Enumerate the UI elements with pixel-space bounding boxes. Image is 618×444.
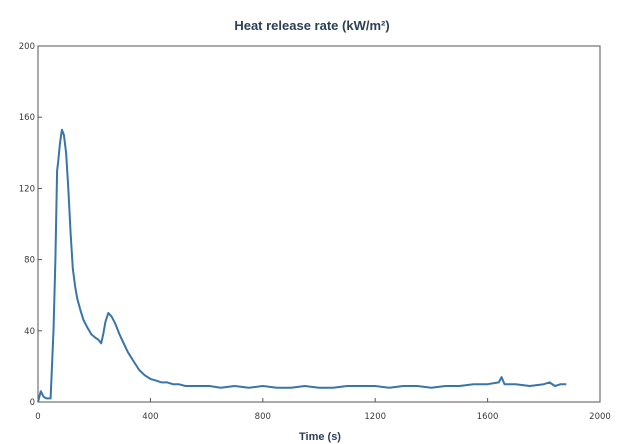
series-line-0	[37, 128, 567, 403]
y-tick-label: 200	[19, 42, 35, 52]
y-tick-label: 0	[30, 398, 35, 408]
y-tick-label: 160	[19, 113, 35, 123]
y-tick-label: 120	[19, 184, 35, 194]
series-layer	[37, 128, 567, 403]
chart-title: Heat release rate (kW/m²)	[234, 18, 389, 33]
plot-area-frame	[37, 45, 601, 403]
x-tick-label: 2000	[589, 412, 611, 422]
x-tick-label: 800	[255, 412, 271, 422]
x-tick-label: 400	[142, 412, 158, 422]
x-tick-label: 0	[35, 412, 40, 422]
x-axis-ticks: 0 400 800 1200 1600 2000	[35, 398, 611, 422]
x-tick-label: 1200	[364, 412, 386, 422]
x-tick-label: 1600	[477, 412, 499, 422]
x-axis-label: Time (s)	[299, 431, 341, 443]
y-axis-ticks: 0 40 80 120 160 200	[19, 42, 42, 408]
y-tick-label: 40	[24, 327, 35, 337]
y-tick-label: 80	[24, 256, 35, 266]
